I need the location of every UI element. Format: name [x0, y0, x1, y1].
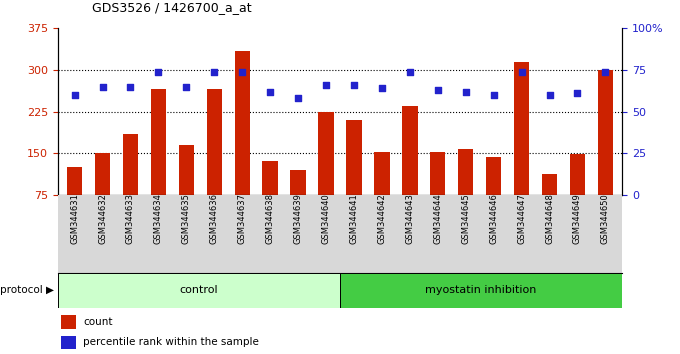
Bar [61, 315, 76, 329]
Text: myostatin inhibition: myostatin inhibition [426, 285, 537, 295]
Text: GDS3526 / 1426700_a_at: GDS3526 / 1426700_a_at [92, 1, 252, 14]
Point [153, 69, 164, 74]
Point [349, 82, 360, 88]
Point [460, 89, 471, 95]
Point [209, 69, 220, 74]
Bar [290, 170, 306, 195]
Bar [374, 152, 390, 195]
Bar [262, 161, 278, 195]
Text: protocol ▶: protocol ▶ [1, 285, 54, 295]
Bar [151, 89, 166, 195]
Bar [123, 134, 138, 195]
Point [237, 69, 248, 74]
Point [488, 92, 499, 98]
Bar [346, 120, 362, 195]
Bar [458, 149, 473, 195]
Point [320, 82, 331, 88]
Point [516, 69, 527, 74]
Bar [542, 174, 557, 195]
Bar [430, 152, 445, 195]
Bar [318, 112, 334, 195]
Point [69, 92, 80, 98]
Point [432, 87, 443, 93]
Point [572, 90, 583, 96]
Bar [598, 70, 613, 195]
Point [97, 84, 108, 89]
Point [377, 85, 388, 91]
Text: control: control [180, 285, 218, 295]
Point [125, 84, 136, 89]
Point [181, 84, 192, 89]
Bar [402, 106, 418, 195]
Bar [207, 89, 222, 195]
Bar [61, 336, 76, 349]
Point [544, 92, 555, 98]
Point [292, 95, 303, 101]
Bar [95, 153, 110, 195]
Text: count: count [83, 317, 113, 327]
Point [265, 89, 275, 95]
Bar [340, 273, 622, 308]
Bar [570, 154, 585, 195]
Text: percentile rank within the sample: percentile rank within the sample [83, 337, 259, 348]
Point [405, 69, 415, 74]
Bar [486, 157, 501, 195]
Bar [235, 51, 250, 195]
Point [600, 69, 611, 74]
Bar [58, 273, 340, 308]
Bar [67, 167, 82, 195]
Bar [514, 62, 529, 195]
Bar [179, 145, 194, 195]
